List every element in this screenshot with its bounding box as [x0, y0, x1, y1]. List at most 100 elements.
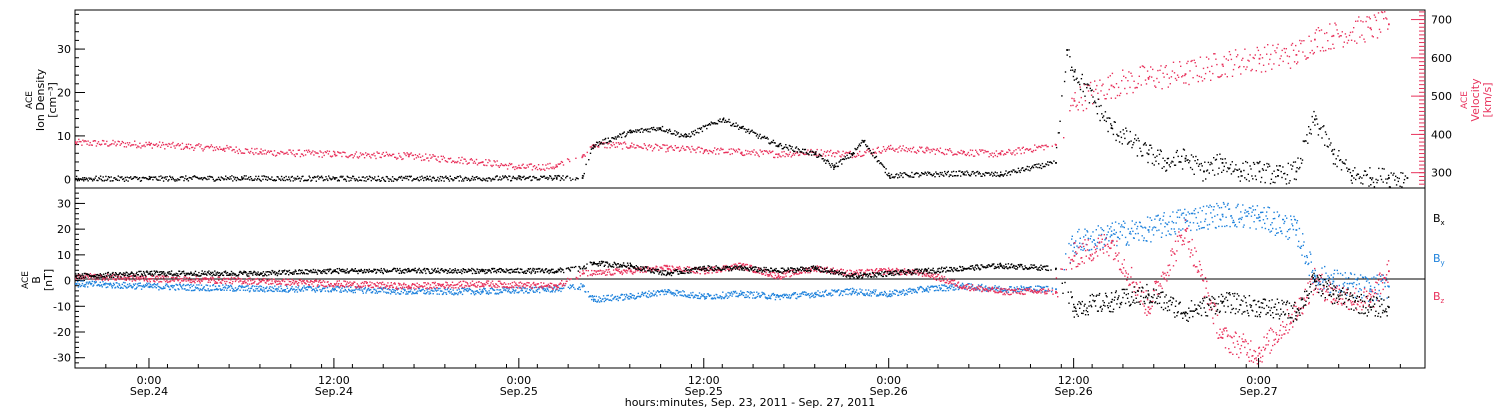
data-point — [642, 294, 645, 297]
data-point — [888, 295, 890, 297]
data-point — [598, 146, 600, 148]
data-point — [1271, 222, 1273, 224]
data-point — [829, 293, 831, 296]
data-point — [698, 146, 700, 148]
data-point — [1260, 211, 1263, 214]
data-point — [1040, 167, 1043, 170]
data-point — [1170, 228, 1173, 230]
data-point — [327, 290, 329, 292]
data-point — [692, 297, 695, 299]
data-point — [450, 161, 453, 164]
data-point — [1212, 221, 1214, 223]
data-point — [83, 284, 86, 286]
data-point — [966, 153, 969, 155]
data-point — [1071, 97, 1073, 100]
data-point — [485, 159, 487, 161]
data-point — [955, 288, 957, 290]
data-point — [1256, 161, 1258, 164]
data-point — [122, 281, 125, 284]
data-point — [922, 173, 925, 175]
data-point — [166, 143, 168, 146]
data-point — [1172, 222, 1175, 224]
data-point — [303, 285, 305, 287]
data-point — [1134, 134, 1137, 136]
data-point — [804, 153, 806, 156]
data-point — [721, 121, 723, 123]
data-point — [1304, 55, 1306, 57]
data-point — [222, 177, 224, 180]
data-point — [381, 153, 383, 155]
data-point — [363, 180, 365, 182]
data-point — [876, 160, 878, 163]
data-point — [736, 151, 739, 153]
data-point — [875, 289, 877, 291]
data-point — [379, 180, 381, 182]
data-point — [138, 282, 140, 285]
data-point — [1169, 215, 1171, 218]
data-point — [916, 172, 918, 174]
data-point — [1225, 162, 1227, 164]
data-point — [512, 166, 514, 169]
data-point-key — [1110, 234, 1113, 237]
data-point — [1244, 48, 1246, 50]
data-point — [1320, 278, 1322, 280]
data-point — [253, 153, 255, 156]
data-point — [1159, 69, 1161, 71]
data-point — [555, 289, 557, 291]
data-point — [193, 175, 196, 177]
data-point — [1124, 137, 1126, 140]
data-point — [1287, 238, 1289, 240]
data-point — [779, 298, 781, 301]
data-point — [762, 136, 765, 139]
data-point — [1382, 181, 1384, 183]
data-point — [230, 284, 232, 287]
data-point — [867, 148, 869, 151]
data-point — [676, 289, 679, 292]
data-point — [1274, 50, 1276, 52]
data-point — [1313, 278, 1315, 280]
data-point — [453, 292, 456, 294]
data-point — [1184, 208, 1186, 211]
data-point — [689, 136, 691, 138]
data-point — [522, 176, 524, 179]
data-point — [170, 178, 173, 181]
data-point — [1219, 76, 1221, 78]
data-point — [432, 154, 434, 156]
data-point — [670, 145, 672, 147]
data-point — [391, 176, 394, 178]
data-point — [200, 178, 202, 180]
data-point — [114, 286, 117, 289]
data-point — [268, 151, 271, 154]
data-point — [90, 283, 92, 286]
data-point-key — [777, 144, 780, 147]
data-point — [767, 152, 770, 155]
data-point — [274, 288, 277, 290]
data-point — [1386, 297, 1388, 299]
data-point — [1256, 205, 1259, 207]
data-point — [796, 152, 799, 154]
data-point — [1329, 23, 1331, 25]
data-point — [487, 177, 490, 179]
data-point — [1120, 224, 1123, 226]
data-point — [1183, 82, 1185, 84]
data-point — [1234, 225, 1236, 227]
data-point — [1213, 174, 1216, 176]
data-point — [84, 275, 86, 277]
data-point — [865, 144, 867, 146]
data-point — [1333, 148, 1336, 151]
data-point — [972, 155, 975, 157]
data-point — [211, 176, 214, 178]
data-point — [1104, 111, 1107, 113]
data-point — [733, 125, 736, 127]
density-tick-label: 0 — [64, 173, 71, 186]
data-point — [510, 180, 512, 182]
data-point — [1082, 249, 1084, 251]
data-point — [1148, 226, 1151, 228]
data-point — [1030, 168, 1032, 170]
data-point — [1277, 43, 1279, 46]
data-point — [243, 286, 245, 288]
data-point — [823, 150, 826, 153]
data-point — [785, 293, 787, 296]
data-point — [726, 121, 728, 123]
data-point — [388, 180, 390, 182]
